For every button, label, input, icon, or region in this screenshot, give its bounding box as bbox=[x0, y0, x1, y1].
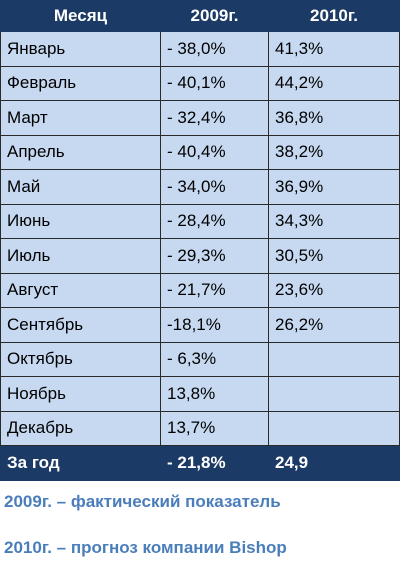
table-cell: 36,9% bbox=[268, 169, 400, 205]
table-cell: Июнь bbox=[0, 203, 161, 239]
table-cell: 41,3% bbox=[268, 31, 400, 67]
data-table: Месяц 2009г. 2010г. Январь - 38,0% 41,3% Февр… bbox=[0, 0, 400, 481]
table-row: Декабрь 13,7% bbox=[0, 410, 400, 446]
table-cell: 13,8% bbox=[160, 376, 269, 412]
table-cell: Октябрь bbox=[0, 341, 161, 377]
note: 2009г. – фактический показатель bbox=[4, 492, 281, 511]
note: 2010г. – прогноз компании Bishop bbox=[4, 538, 287, 557]
table-row: Март - 32,4% 36,8% bbox=[0, 100, 400, 136]
table-cell: 23,6% bbox=[268, 272, 400, 308]
table-cell: Май bbox=[0, 169, 161, 205]
table-row: Октябрь - 6,3% bbox=[0, 341, 400, 377]
table-cell: - 40,1% bbox=[160, 65, 269, 101]
table-cell: Апрель bbox=[0, 134, 161, 170]
table-cell: 30,5% bbox=[268, 238, 400, 274]
table-row: Ноябрь 13,8% bbox=[0, 376, 400, 412]
total-cell: 24,9 bbox=[268, 445, 400, 481]
table-row: Август - 21,7% 23,6% bbox=[0, 272, 400, 308]
header-cell: 2010г. bbox=[268, 0, 400, 32]
table-row: Май - 34,0% 36,9% bbox=[0, 169, 400, 205]
table-cell: Декабрь bbox=[0, 410, 161, 446]
table-cell: Март bbox=[0, 100, 161, 136]
table-row: Апрель - 40,4% 38,2% bbox=[0, 134, 400, 170]
total-cell: За год bbox=[0, 445, 161, 481]
table-cell: - 6,3% bbox=[160, 341, 269, 377]
table-cell bbox=[268, 410, 400, 446]
total-row: За год - 21,8% 24,9 bbox=[0, 445, 400, 481]
table-cell: 36,8% bbox=[268, 100, 400, 136]
table-cell: - 28,4% bbox=[160, 203, 269, 239]
table-cell: Ноябрь bbox=[0, 376, 161, 412]
table-cell: 26,2% bbox=[268, 307, 400, 343]
table-row: Июль - 29,3% 30,5% bbox=[0, 238, 400, 274]
header-cell: 2009г. bbox=[160, 0, 269, 32]
table-row: Сентябрь -18,1% 26,2% bbox=[0, 307, 400, 343]
header-row: Месяц 2009г. 2010г. bbox=[0, 0, 400, 32]
total-cell: - 21,8% bbox=[160, 445, 269, 481]
table-cell: - 34,0% bbox=[160, 169, 269, 205]
table-cell: - 40,4% bbox=[160, 134, 269, 170]
table-cell bbox=[268, 341, 400, 377]
table-cell: - 21,7% bbox=[160, 272, 269, 308]
table-cell: Сентябрь bbox=[0, 307, 161, 343]
table-cell: 13,7% bbox=[160, 410, 269, 446]
table-cell: Январь bbox=[0, 31, 161, 67]
table-cell: 34,3% bbox=[268, 203, 400, 239]
table-cell: - 29,3% bbox=[160, 238, 269, 274]
table-cell: - 38,0% bbox=[160, 31, 269, 67]
table-cell: - 32,4% bbox=[160, 100, 269, 136]
table-row: Февраль - 40,1% 44,2% bbox=[0, 65, 400, 101]
table-cell: 44,2% bbox=[268, 65, 400, 101]
header-cell: Месяц bbox=[0, 0, 161, 32]
table-row: Январь - 38,0% 41,3% bbox=[0, 31, 400, 67]
table-row: Июнь - 28,4% 34,3% bbox=[0, 203, 400, 239]
table-cell: Февраль bbox=[0, 65, 161, 101]
table-cell: Август bbox=[0, 272, 161, 308]
table-cell: -18,1% bbox=[160, 307, 269, 343]
table-cell bbox=[268, 376, 400, 412]
table-cell: Июль bbox=[0, 238, 161, 274]
table-cell: 38,2% bbox=[268, 134, 400, 170]
